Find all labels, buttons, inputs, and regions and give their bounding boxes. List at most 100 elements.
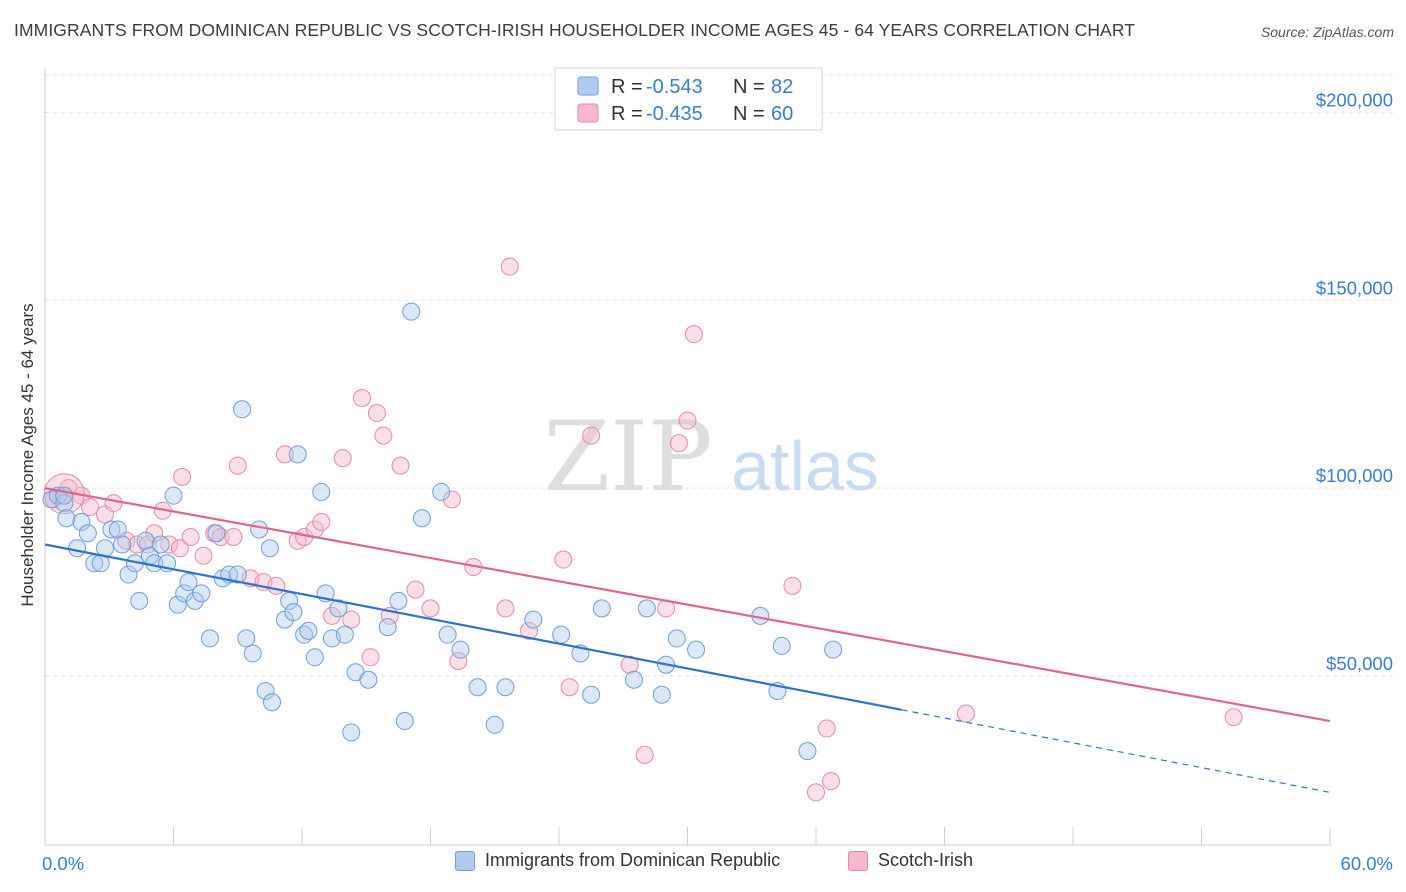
data-point-dominican	[824, 640, 843, 659]
legend-bottom: Immigrants from Dominican Republic Scotc…	[0, 850, 1406, 878]
legend-box	[554, 67, 823, 131]
data-point-dominican	[179, 573, 198, 592]
data-point-dominican	[432, 482, 451, 501]
legend-label-scotch-irish: Scotch-Irish	[878, 850, 974, 870]
data-point-scotch-irish	[496, 599, 515, 618]
data-point-scotch-irish	[956, 704, 975, 723]
data-point-scotch-irish	[807, 783, 825, 802]
y-axis-title: Householder Income Ages 45 - 64 years	[18, 303, 37, 606]
data-point-dominican	[185, 591, 204, 610]
data-point-dominican	[772, 636, 791, 655]
watermark-atlas: atlas	[731, 427, 879, 505]
data-point-scotch-irish	[322, 606, 341, 625]
data-point-dominican	[552, 625, 571, 644]
data-point-dominican	[592, 599, 611, 618]
data-point-dominican	[57, 509, 76, 528]
legend-r-value: -0.435	[646, 103, 703, 125]
data-point-dominican	[524, 610, 543, 629]
data-point-dominican	[335, 625, 354, 644]
legend-item-dominican[interactable]: Immigrants from Dominican Republic	[455, 850, 780, 871]
data-point-dominican	[451, 640, 470, 659]
data-point-dominican	[55, 494, 74, 513]
data-point-dominican	[102, 520, 121, 539]
data-point-dominican	[243, 644, 262, 663]
data-point-scotch-irish	[333, 449, 352, 468]
y-tick-label: $150,000	[1316, 277, 1393, 298]
data-point-dominican	[168, 595, 187, 614]
data-point-dominican	[260, 539, 279, 558]
data-point-scotch-irish	[635, 745, 654, 764]
data-point-scotch-irish	[449, 651, 468, 670]
data-point-scotch-irish	[678, 411, 697, 430]
data-point-scotch-irish	[669, 434, 688, 453]
data-point-scotch-irish	[391, 456, 410, 475]
trend-line-scotch-irish	[44, 487, 1331, 723]
data-point-dominican	[667, 629, 686, 648]
data-point-scotch-irish	[275, 445, 294, 464]
data-point-dominican	[164, 486, 183, 505]
data-point-dominican	[378, 618, 397, 637]
data-point-dominican	[78, 524, 97, 543]
data-point-scotch-irish	[173, 467, 192, 486]
data-point-scotch-irish	[520, 621, 539, 640]
data-point-dominican	[237, 629, 256, 648]
data-point-scotch-irish	[367, 404, 386, 423]
axes	[44, 68, 1332, 846]
legend-top: R = -0.543 N = 82 R = -0.435 N = 60	[554, 67, 823, 131]
watermark-zip: ZIP	[543, 401, 712, 513]
data-point-scotch-irish	[361, 648, 380, 667]
data-point-dominican	[299, 621, 318, 640]
x-tick-label: 60.0%	[1341, 853, 1393, 874]
data-point-dominican	[485, 715, 504, 734]
y-tick-label: $50,000	[1326, 653, 1393, 674]
data-point-scotch-irish	[582, 426, 601, 445]
data-point-dominican	[256, 682, 275, 700]
data-point-scotch-irish	[104, 494, 123, 513]
x-tick-label: 0.0%	[42, 853, 84, 874]
data-point-scotch-irish	[500, 257, 519, 276]
legend-item-scotch-irish[interactable]: Scotch-Irish	[848, 850, 973, 871]
watermark: ZIP atlas	[543, 401, 879, 513]
legend-label-dominican: Immigrants from Dominican Republic	[485, 850, 781, 870]
data-point-dominican	[192, 584, 211, 603]
data-point-scotch-irish	[312, 512, 331, 531]
trend-line-dominican	[44, 543, 902, 711]
data-point-dominican	[624, 670, 643, 689]
data-point-dominican	[359, 670, 378, 689]
data-point-dominican	[329, 599, 348, 618]
data-point-dominican	[136, 531, 155, 550]
data-point-dominican	[652, 685, 671, 704]
data-point-scotch-irish	[267, 576, 286, 595]
data-point-dominican	[263, 693, 282, 712]
data-point-scotch-irish	[821, 772, 840, 791]
data-point-dominican	[798, 742, 817, 761]
legend-swatch	[577, 76, 599, 96]
legend-r-label: R =	[611, 76, 643, 98]
data-point-scotch-irish	[554, 550, 573, 569]
trend-line-dominican-extension	[901, 709, 1331, 794]
data-point-dominican	[496, 678, 515, 697]
data-point-scotch-irish	[228, 456, 247, 475]
y-tick-label: $200,000	[1316, 90, 1393, 111]
data-point-scotch-irish	[128, 535, 147, 554]
legend-swatch-pink	[848, 850, 868, 871]
data-point-dominican	[342, 723, 361, 742]
legend-r-label: R =	[611, 103, 643, 125]
data-point-dominican	[582, 685, 601, 704]
data-point-dominican	[119, 565, 138, 584]
data-point-dominican	[233, 400, 252, 419]
data-point-dominican	[151, 535, 170, 554]
data-point-scotch-irish	[80, 497, 99, 516]
chart-title: IMMIGRANTS FROM DOMINICAN REPUBLIC VS SC…	[14, 20, 1136, 40]
legend-n-label: N =	[733, 76, 765, 98]
data-point-scotch-irish	[783, 576, 802, 595]
legend-n-value: 82	[771, 76, 793, 98]
data-point-dominican	[468, 678, 487, 697]
trend-lines	[44, 487, 1331, 794]
data-point-scotch-irish	[817, 719, 836, 738]
data-point-dominican	[288, 445, 307, 464]
y-tick-labels: $50,000 $100,000 $150,000 $200,000	[1316, 90, 1393, 674]
data-point-scotch-irish	[560, 678, 579, 697]
y-tick-label: $100,000	[1316, 465, 1393, 486]
